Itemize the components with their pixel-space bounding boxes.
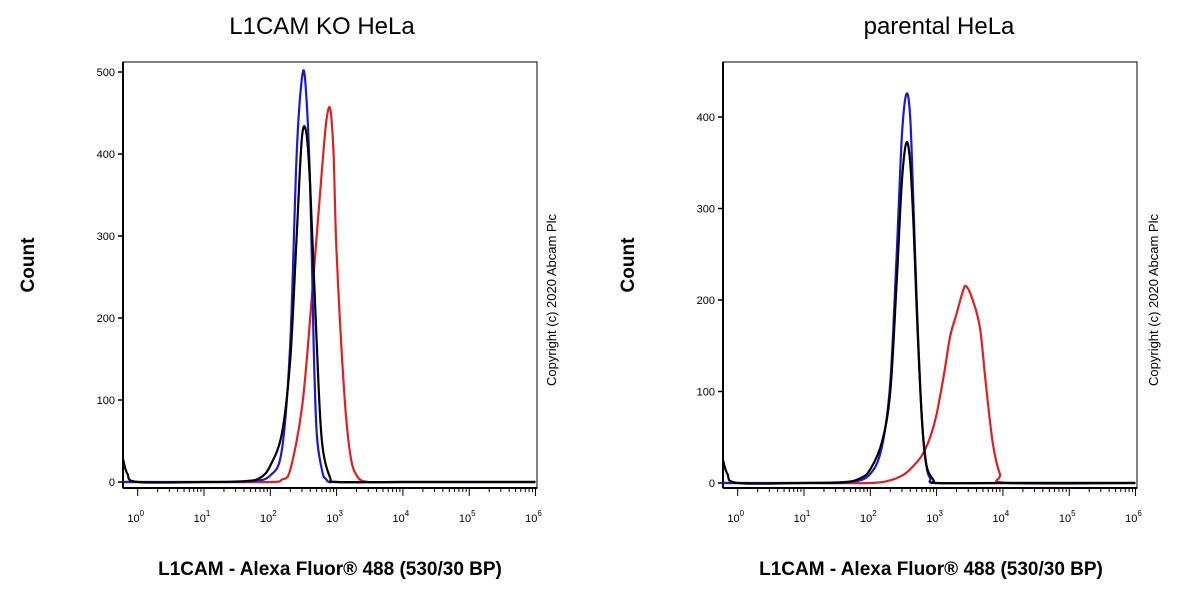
x-tick-label: 102 (260, 509, 277, 525)
series-line-blue (722, 92, 1136, 485)
y-tick-label: 0 (109, 477, 115, 489)
x-tick-label: 105 (1059, 509, 1076, 525)
y-tick-label: 300 (97, 231, 115, 243)
x-tick-label: 100 (727, 509, 744, 525)
plot-frame (722, 61, 1138, 489)
series-line-red (123, 105, 536, 484)
y-tick-label: 0 (709, 478, 715, 490)
x-tick-label: 101 (194, 509, 211, 525)
x-tick-label: 106 (525, 509, 542, 525)
y-tick-label: 200 (97, 313, 115, 325)
series-line-blue (122, 69, 536, 484)
plot-frame (122, 61, 538, 489)
chart-panel-2: parental HeLa Count L1CAM - Alexa Fluor® 4… (618, 13, 1161, 580)
x-axis-label: L1CAM - Alexa Fluor® 488 (530/30 BP) (158, 559, 502, 580)
x-tick-label: 104 (393, 509, 410, 525)
y-tick-label: 100 (697, 387, 715, 399)
copyright-text: Copyright (c) 2020 Abcam Plc (544, 214, 559, 386)
x-axis-label: L1CAM - Alexa Fluor® 488 (530/30 BP) (759, 559, 1103, 580)
chart-title: parental HeLa (864, 13, 1015, 40)
copyright-text: Copyright (c) 2020 Abcam Plc (1146, 214, 1161, 386)
x-tick-label: 102 (860, 509, 877, 525)
chart-title: L1CAM KO HeLa (229, 13, 415, 40)
x-tick-label: 103 (326, 509, 343, 525)
y-axis-label: Count (18, 237, 39, 293)
y-tick-label: 200 (697, 295, 715, 307)
x-tick-label: 106 (1125, 509, 1142, 525)
x-tick-label: 105 (459, 509, 476, 525)
series-line-black (721, 140, 1136, 485)
y-axis-label: Count (618, 237, 639, 293)
x-tick-label: 104 (993, 509, 1010, 525)
y-tick-label: 300 (697, 204, 715, 216)
chart-panel-1: L1CAM KO HeLa Count L1CAM - Alexa Fluor® 4… (18, 13, 559, 580)
y-tick-label: 400 (97, 149, 115, 161)
y-tick-label: 400 (697, 112, 715, 124)
x-tick-label: 100 (127, 509, 144, 525)
series-line-black (121, 124, 536, 484)
y-tick-label: 500 (97, 67, 115, 79)
x-tick-label: 103 (926, 509, 943, 525)
x-tick-label: 101 (794, 509, 811, 525)
series-line-red (722, 284, 1136, 485)
y-tick-label: 100 (97, 395, 115, 407)
